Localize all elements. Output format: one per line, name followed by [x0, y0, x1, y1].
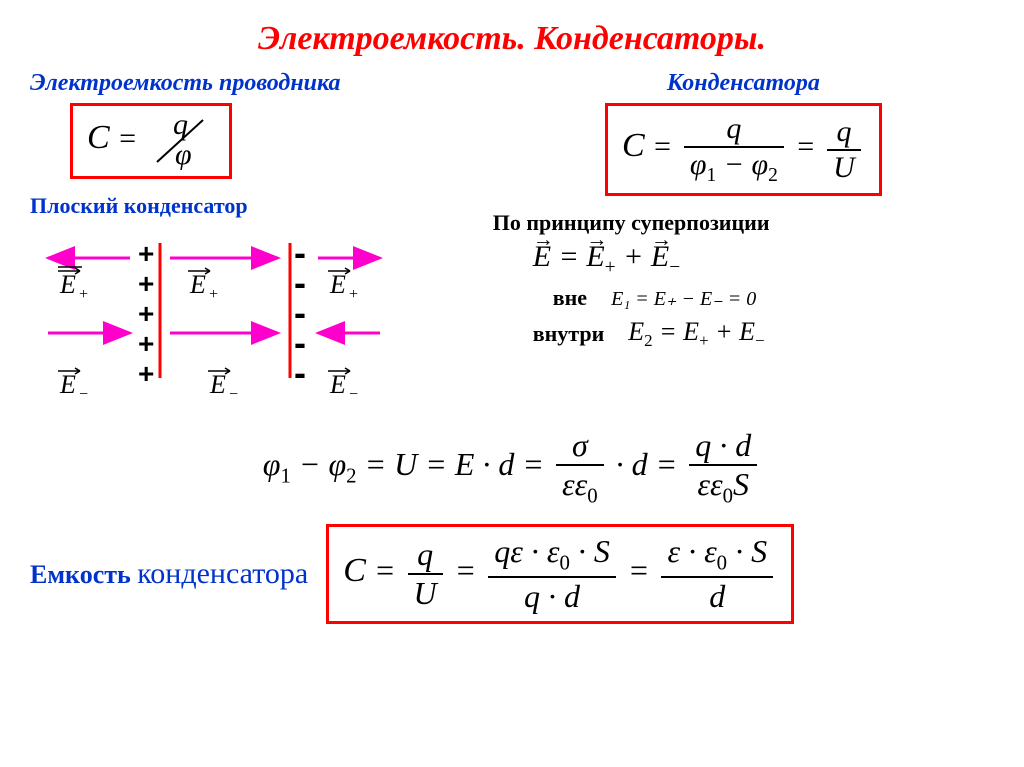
svg-text:−: − [348, 386, 359, 403]
svg-text:+: + [138, 358, 154, 389]
outside-row: вне E₁ = E₊ − E₋ = 0 [493, 285, 994, 311]
svg-text:E: E [59, 370, 76, 399]
svg-text:+: + [138, 328, 154, 359]
e2-r2s: − [755, 331, 765, 350]
svg-text:E: E [59, 270, 76, 299]
ee0-1: εε [562, 466, 587, 502]
cap-num2: q [827, 115, 861, 151]
phi-den: φ [175, 138, 192, 170]
f-c: C [343, 552, 366, 589]
f-eps01: ε [547, 533, 560, 569]
e2-r2: E [739, 317, 755, 346]
cap-label-2: конденсатора [137, 557, 308, 590]
superposition-heading: По принципу суперпозиции [493, 210, 994, 236]
e2-r1s: + [699, 331, 709, 350]
f-d2: d [661, 578, 773, 615]
q-top: q [695, 427, 711, 463]
e2-sub: 2 [644, 331, 652, 350]
sigma: σ [556, 427, 604, 466]
slant-fraction: q φ [145, 112, 215, 170]
sub-m: − [669, 257, 680, 278]
vec-em: E [651, 240, 669, 274]
outside-label: вне [553, 285, 587, 311]
capacitance-label: Емкость конденсатора [30, 557, 308, 591]
f-eps02: ε [704, 533, 717, 569]
vec-e: E [533, 240, 551, 274]
svg-text:+: + [78, 286, 89, 303]
svg-text:−: − [228, 386, 239, 403]
cap-den2: U [827, 151, 861, 185]
plate-heading: Плоский конденсатор [30, 193, 473, 219]
cap-phi1: φ [690, 148, 707, 181]
svg-text:E: E [209, 370, 226, 399]
f-s1: S [594, 533, 610, 569]
svg-text:+: + [208, 286, 219, 303]
f-u: U [408, 575, 443, 612]
svg-text:+: + [138, 298, 154, 329]
c-lhs: C [87, 119, 110, 156]
cap-num1: q [684, 112, 784, 148]
phi-equation: φ1 − φ2 = U = E · d = σ εε0 · d = q · d … [30, 427, 994, 508]
e2-lhs: E [628, 317, 644, 346]
cap-label-1: Емкость [30, 560, 137, 589]
phi2: φ [328, 446, 346, 482]
svg-text:E: E [189, 270, 206, 299]
svg-text:E: E [329, 370, 346, 399]
f-eps2: ε [667, 533, 680, 569]
title-text: Электроемкость. Конденсаторы. [258, 20, 766, 57]
e-val: E [455, 446, 475, 482]
cap-s2: 2 [768, 165, 778, 186]
f-d1: d [564, 578, 580, 614]
svg-text:+: + [348, 286, 359, 303]
conductor-formula-box: C = q φ [70, 103, 232, 179]
eq-sign: = [117, 122, 145, 155]
f-z1: 0 [559, 552, 569, 575]
phi1s: 1 [280, 464, 290, 487]
svg-text:+: + [138, 238, 154, 269]
superposition-eq: E = E+ + E− [533, 240, 994, 279]
left-subheading: Электроемкость проводника [30, 70, 473, 97]
f-q1: q [408, 536, 443, 575]
row-subheadings: Электроемкость проводника C = q φ Плоски… [30, 70, 994, 423]
minus-charges: ----- [294, 232, 306, 393]
zero1: 0 [587, 484, 597, 507]
f-q3: q [524, 578, 540, 614]
field-labels: E+ E+ E+ E− E− E− [58, 267, 359, 403]
capacitor-formula-box: C = q φ1 − φ2 = q U [605, 103, 882, 196]
bottom-row: Емкость конденсатора C = q U = qε · ε0 ·… [30, 518, 994, 629]
cap-s1: 1 [707, 165, 717, 186]
cap-lhs: C [622, 127, 645, 164]
main-title: Электроемкость. Конденсаторы. [30, 20, 994, 58]
s-bot: S [733, 466, 749, 502]
d-val: d [498, 446, 514, 482]
sub-p: + [605, 257, 616, 278]
phi1: φ [263, 446, 281, 482]
right-subheading: Конденсатора [493, 70, 994, 97]
svg-text:E: E [329, 270, 346, 299]
u-val: U [394, 446, 417, 482]
f-s2: S [751, 533, 767, 569]
capacitor-diagram: +++++ ----- E+ E+ E+ E− E− E− [30, 223, 390, 423]
d-val2: d [632, 446, 648, 482]
vec-ep: E [586, 240, 604, 274]
f-q2: q [494, 533, 510, 569]
inside-label: внутри [533, 321, 605, 347]
svg-text:−: − [78, 386, 89, 403]
final-formula-box: C = q U = qε · ε0 · S q · d = ε · ε0 · S… [326, 524, 794, 623]
svg-text:-: - [294, 352, 306, 393]
f-eps1: ε [510, 533, 523, 569]
svg-text:+: + [138, 268, 154, 299]
plus-charges: +++++ [138, 238, 154, 389]
d-top: d [735, 427, 751, 463]
phi2s: 2 [346, 464, 356, 487]
e2-r1: E [683, 317, 699, 346]
zero2: 0 [723, 484, 733, 507]
outside-eq: E₁ = E₊ − E₋ = 0 [611, 286, 756, 311]
f-z2: 0 [717, 552, 727, 575]
inside-row: внутри E2 = E+ + E− [493, 317, 994, 351]
cap-phi2: φ [752, 148, 769, 181]
ee0-2: εε [697, 466, 722, 502]
